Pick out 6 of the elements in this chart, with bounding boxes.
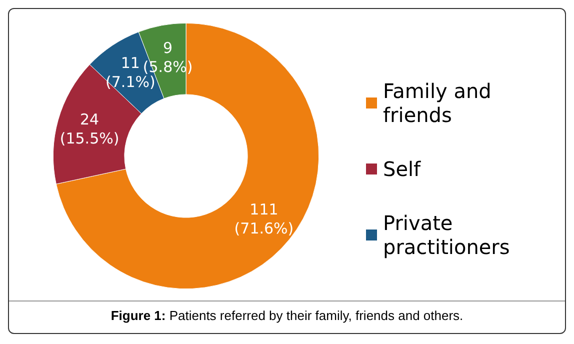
data-label: 111 (71.6%) (234, 200, 294, 238)
legend-label: Family and friends (383, 79, 498, 127)
caption: Figure 1: Patients referred by their family, friends and others. (110, 308, 464, 323)
data-label: 24 (15.5%) (60, 110, 120, 148)
legend-label: Self (383, 157, 422, 181)
legend-label: Private practitioners (383, 211, 510, 259)
